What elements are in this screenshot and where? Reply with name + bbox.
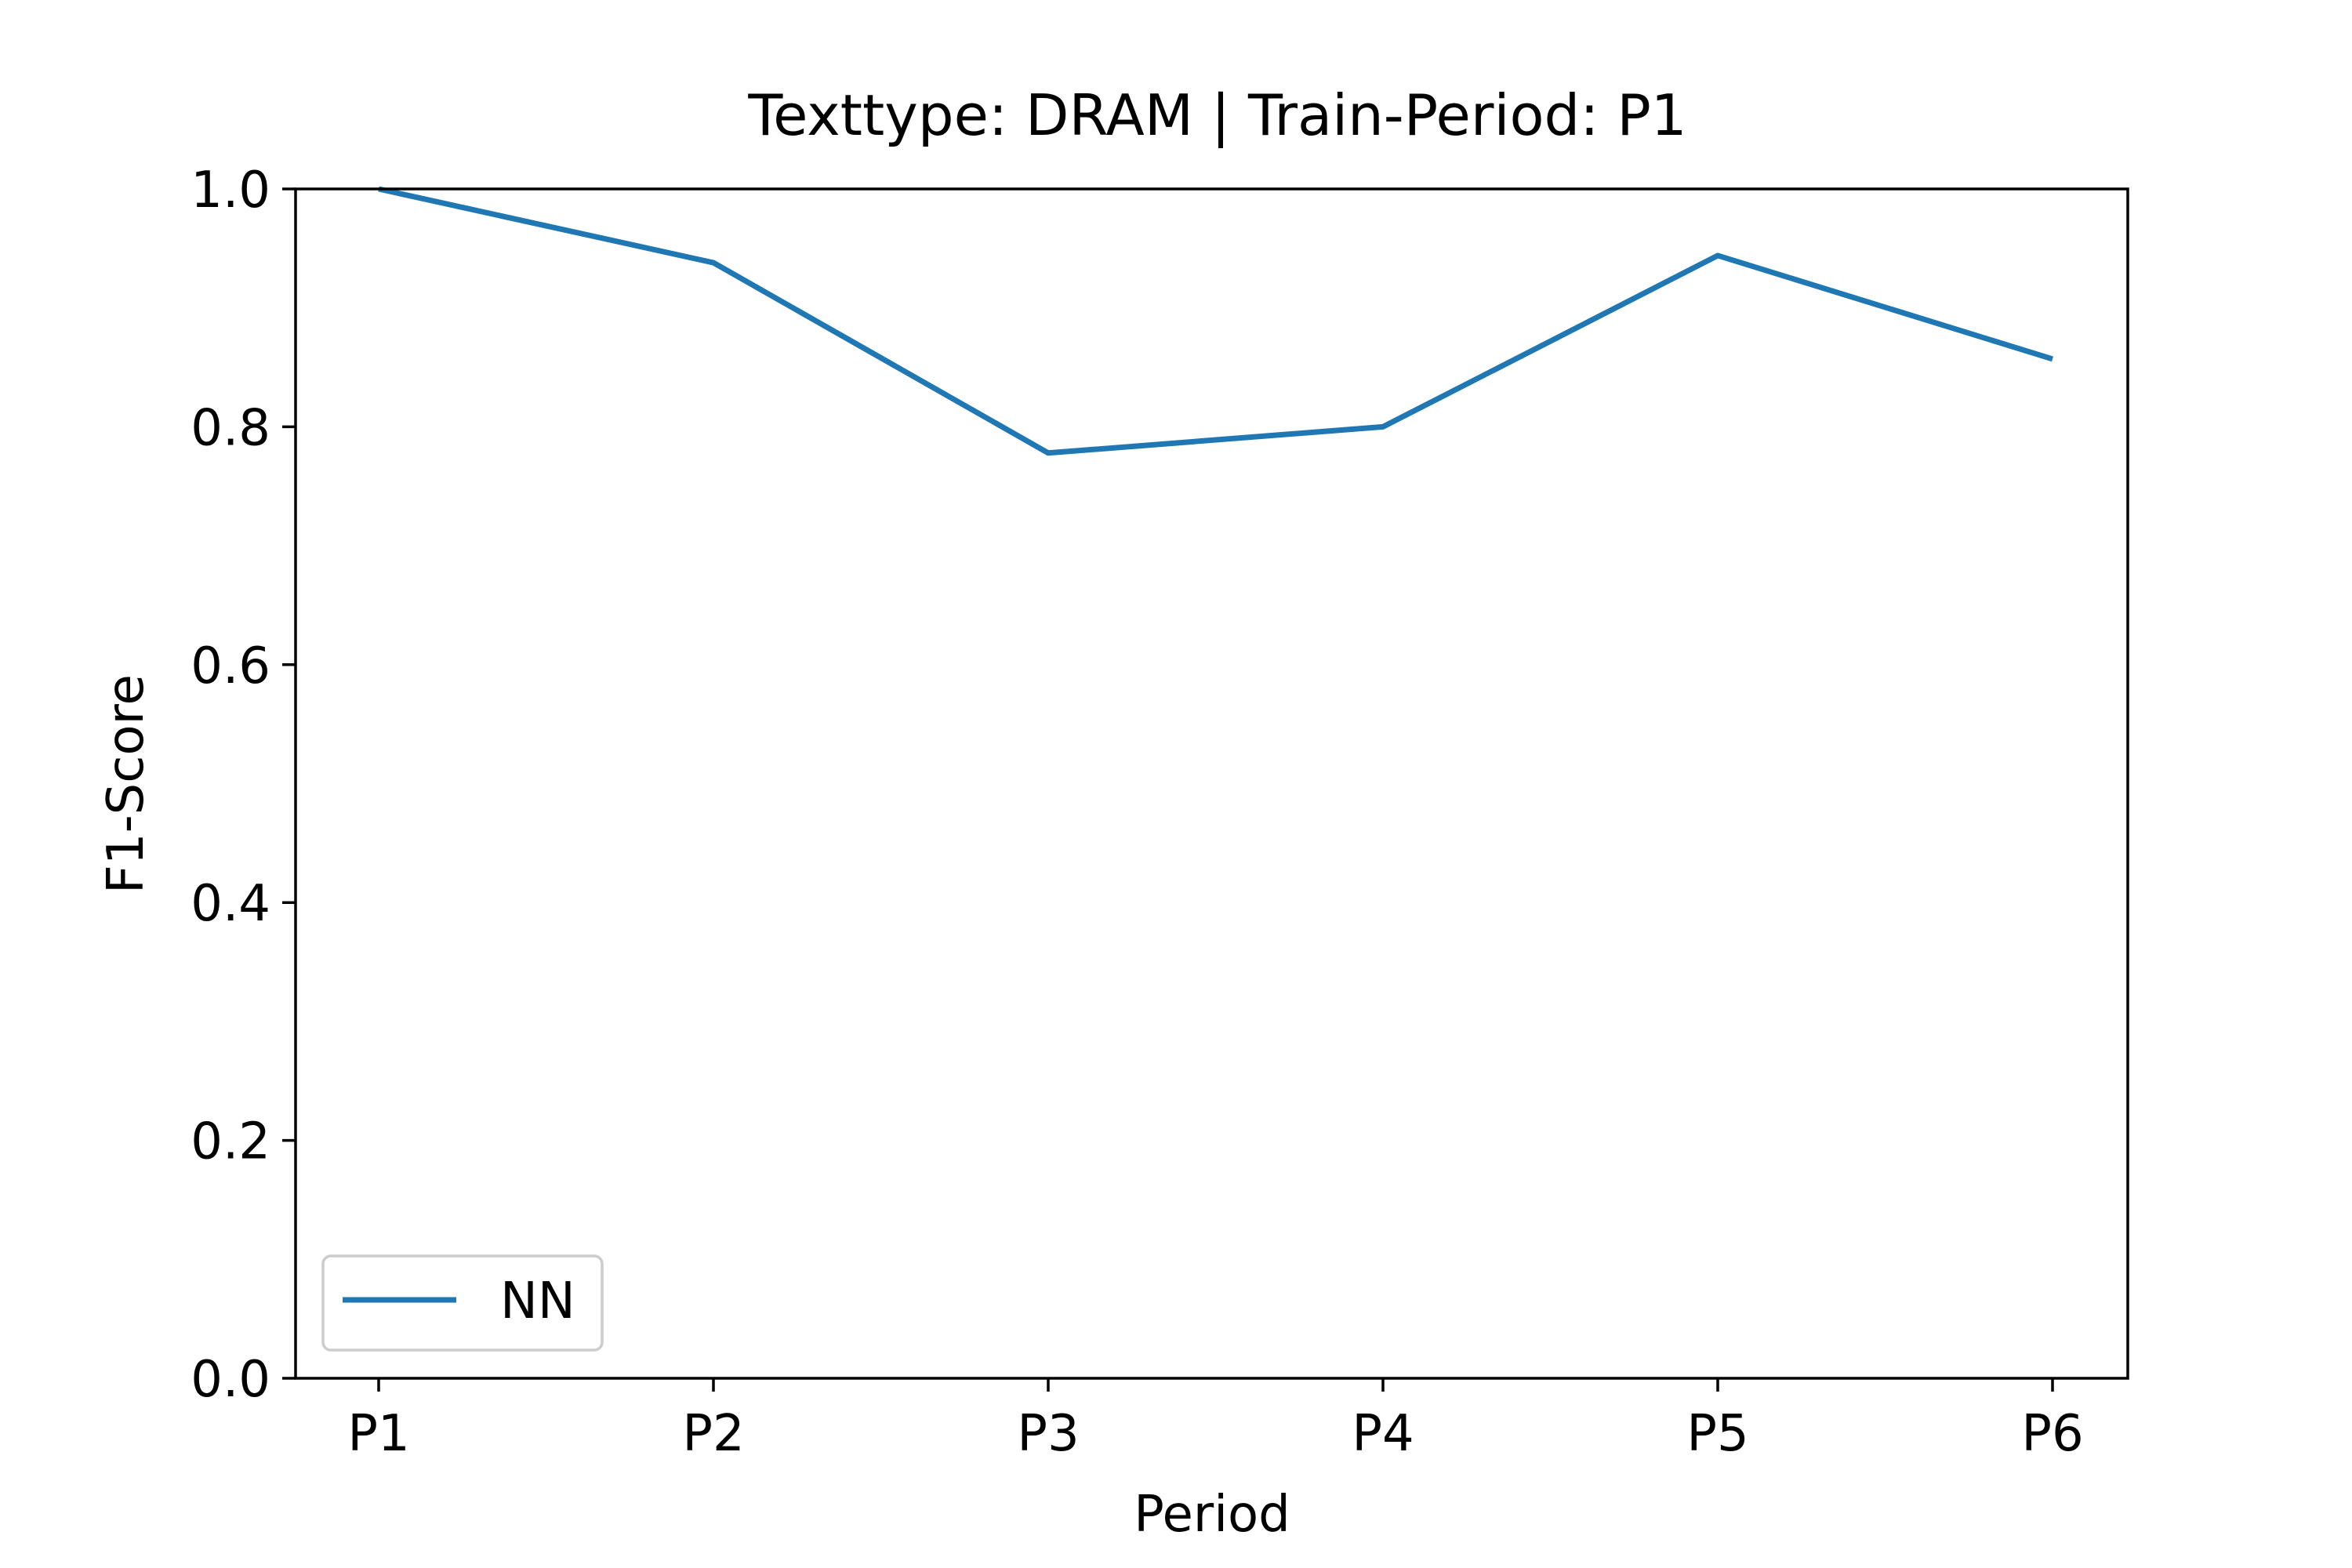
legend-frame [321, 1254, 604, 1352]
chart-title: Texttype: DRAM | Train-Period: P1 [747, 82, 1686, 149]
x-tick-label-p6: P6 [2021, 1405, 2083, 1463]
y-axis-label: F1-Score [97, 674, 155, 894]
x-axis: P1 P2 P3 P4 P5 P6 [347, 1378, 2084, 1463]
x-axis-label: Period [1134, 1486, 1290, 1544]
legend: NN [321, 1254, 604, 1352]
y-tick-label-2: 0.4 [191, 875, 270, 933]
plot-background [296, 189, 2128, 1378]
x-tick-label-p2: P2 [682, 1405, 744, 1463]
y-tick-label-0: 0.0 [191, 1351, 270, 1409]
y-tick-label-3: 0.6 [191, 637, 270, 695]
y-tick-label-1: 0.2 [191, 1113, 270, 1171]
y-tick-label-5: 1.0 [191, 162, 270, 220]
y-axis: 0.0 0.2 0.4 0.6 0.8 1.0 [191, 162, 296, 1409]
plot-area [296, 189, 2128, 1378]
x-tick-label-p1: P1 [347, 1405, 409, 1463]
x-tick-label-p5: P5 [1686, 1405, 1748, 1463]
plot-frame [294, 187, 2129, 1380]
x-tick-label-p3: P3 [1017, 1405, 1079, 1463]
y-tick-label-4: 0.8 [191, 399, 270, 457]
series-line-nn [378, 186, 2054, 456]
legend-label-nn: NN [500, 1272, 575, 1330]
x-tick-label-p4: P4 [1352, 1405, 1414, 1463]
